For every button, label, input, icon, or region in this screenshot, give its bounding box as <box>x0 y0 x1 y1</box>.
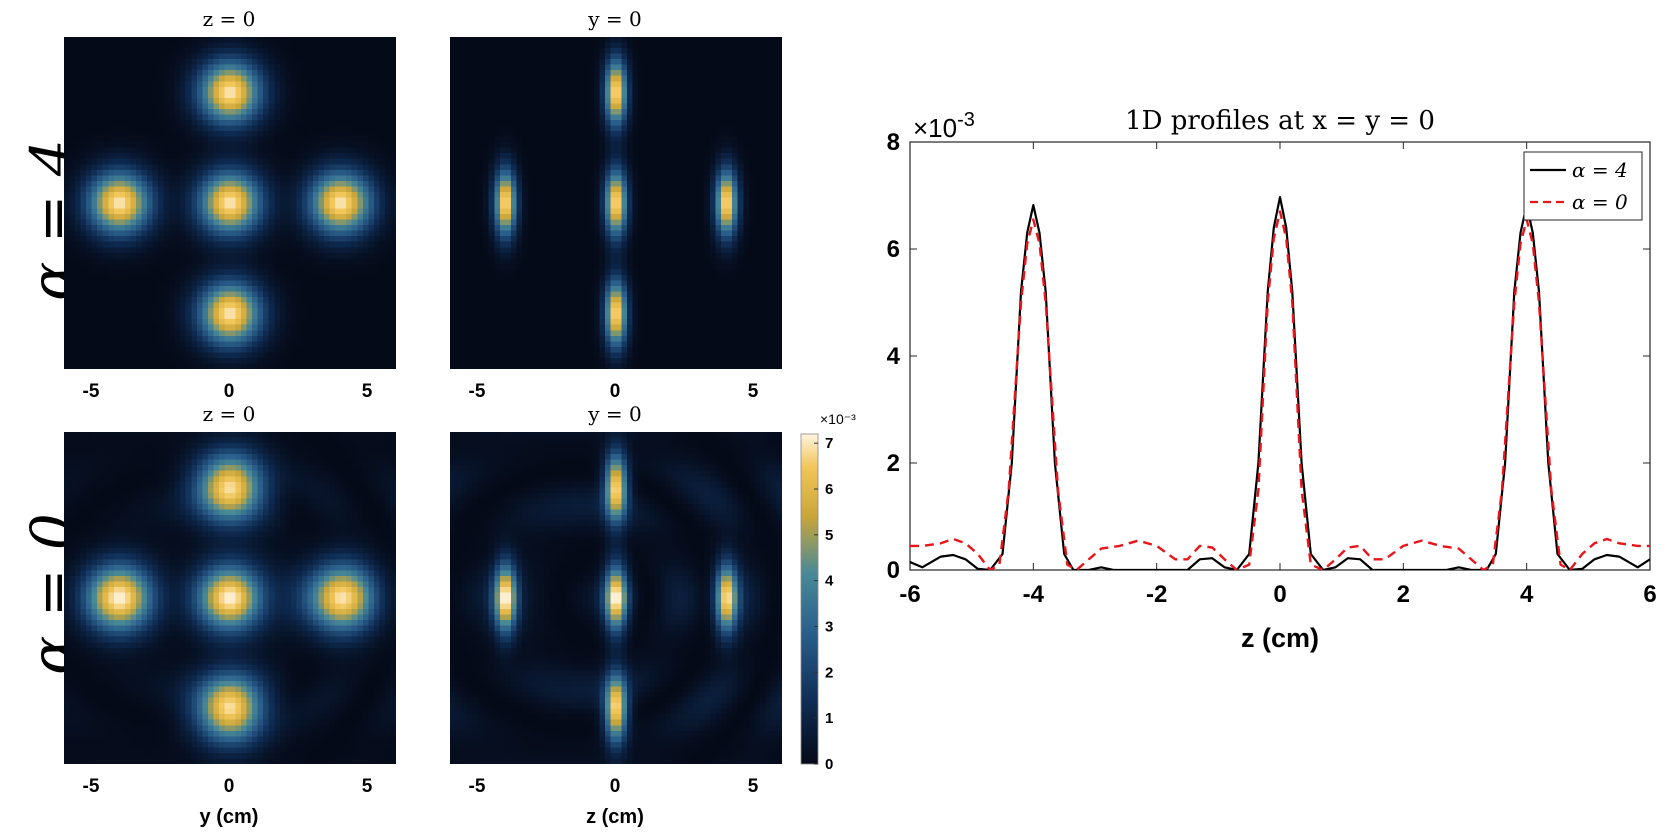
tick-label: -5 <box>469 776 486 797</box>
panel-title-bottom-left: z = 0 <box>203 402 256 426</box>
heatmap-bottom-right <box>450 432 782 764</box>
legend: α = 4 α = 0 <box>1523 151 1643 221</box>
tick-label: -5 <box>83 776 100 797</box>
x-tick-label: -6 <box>899 581 920 608</box>
y-tick-label: 2 <box>887 450 900 477</box>
tick-label: -5 <box>469 381 486 402</box>
colorbar-tick-label: 3 <box>825 619 833 636</box>
panel-title-top-left: z = 0 <box>203 7 256 31</box>
series-line-alpha-0 <box>910 210 1650 570</box>
legend-label-alpha-0: α = 0 <box>1572 190 1628 214</box>
line-chart-exponent: ×10-3 <box>913 109 975 143</box>
colorbar-tick-label: 1 <box>825 710 833 727</box>
x-axis-label-bottom-left: y (cm) <box>200 806 259 828</box>
tick-label: 5 <box>748 381 759 402</box>
x-axis-label-bottom-right: z (cm) <box>586 806 644 828</box>
y-tick-label: 6 <box>887 236 900 263</box>
colorbar-tick-label: 0 <box>825 756 833 773</box>
panel-title-top-right: y = 0 <box>587 7 642 31</box>
x-tick-label: -4 <box>1023 581 1045 608</box>
tick-label: 0 <box>610 776 621 797</box>
legend-label-alpha-4: α = 4 <box>1572 158 1628 182</box>
tick-label: 5 <box>748 776 759 797</box>
tick-label: 0 <box>224 381 235 402</box>
x-tick-label: 4 <box>1520 581 1534 608</box>
colorbar <box>800 433 819 765</box>
x-tick-label: 2 <box>1397 581 1410 608</box>
x-tick-label: -2 <box>1146 581 1167 608</box>
colorbar-tick-label: 5 <box>825 527 833 544</box>
x-tick-label: 0 <box>1273 581 1286 608</box>
tick-label: -5 <box>83 381 100 402</box>
panel-title-bottom-right: y = 0 <box>587 402 642 426</box>
tick-label: 0 <box>610 381 621 402</box>
heatmap-top-right <box>450 37 782 369</box>
colorbar-exponent: ×10⁻³ <box>820 411 856 427</box>
heatmap-top-left <box>64 37 396 369</box>
colorbar-tick-label: 4 <box>825 573 834 590</box>
line-chart-title: 1D profiles at x = y = 0 <box>1125 106 1435 136</box>
tick-label: 5 <box>362 776 373 797</box>
y-tick-label: 8 <box>887 129 900 156</box>
colorbar-tick-label: 7 <box>825 435 833 452</box>
colorbar-tick-label: 6 <box>825 481 833 498</box>
tick-label: 5 <box>362 381 373 402</box>
heatmap-bottom-left <box>64 432 396 764</box>
y-tick-label: 4 <box>887 343 901 370</box>
tick-label: 0 <box>224 776 235 797</box>
line-chart-x-axis-label: z (cm) <box>1241 623 1319 653</box>
colorbar-tick-label: 2 <box>825 664 833 681</box>
series-line-alpha-4 <box>910 196 1650 570</box>
x-tick-label: 6 <box>1643 581 1656 608</box>
y-tick-label: 0 <box>887 557 900 584</box>
